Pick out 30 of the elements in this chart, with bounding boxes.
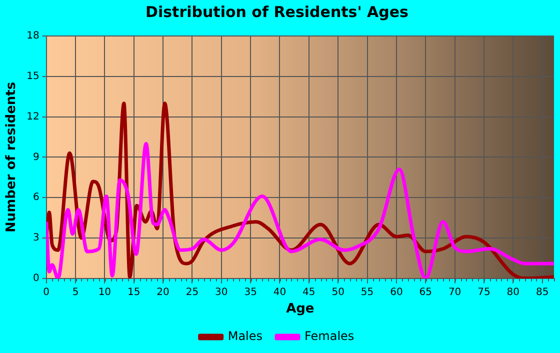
- x-tick-label: 60: [390, 286, 403, 298]
- y-tick-label: 15: [26, 70, 40, 82]
- x-tick-label: 15: [127, 286, 140, 298]
- x-tick-label: 85: [536, 286, 549, 298]
- x-tick-label: 25: [186, 286, 199, 298]
- x-tick-label: 5: [72, 286, 79, 298]
- x-tick-label: 30: [215, 286, 228, 298]
- x-tick-label: 45: [302, 286, 316, 298]
- x-tick-label: 10: [98, 286, 112, 298]
- x-tick-label: 50: [332, 286, 344, 298]
- x-tick-label: 0: [43, 286, 50, 298]
- x-tick-label: 55: [360, 286, 374, 298]
- x-tick-label: 70: [448, 286, 462, 298]
- legend-label: Males: [228, 329, 263, 344]
- x-tick-label: 35: [244, 286, 257, 298]
- y-tick-label: 18: [26, 30, 40, 42]
- x-tick-label: 75: [478, 286, 490, 298]
- y-tick-label: 0: [32, 272, 40, 284]
- x-tick-label: 80: [506, 286, 520, 298]
- x-tick-label: 20: [156, 286, 170, 298]
- y-tick-label: 3: [32, 232, 40, 244]
- chart-title: Distribution of Residents' Ages: [146, 2, 409, 21]
- legend-label: Females: [304, 329, 354, 344]
- y-tick-label: 9: [32, 152, 40, 163]
- x-tick-label: 40: [273, 286, 286, 298]
- y-axis-title: Number of residents: [4, 82, 20, 233]
- x-axis-title: Age: [286, 302, 314, 317]
- x-tick-label: 65: [419, 286, 432, 298]
- y-tick-label: 12: [26, 111, 40, 122]
- y-tick-label: 6: [32, 192, 40, 204]
